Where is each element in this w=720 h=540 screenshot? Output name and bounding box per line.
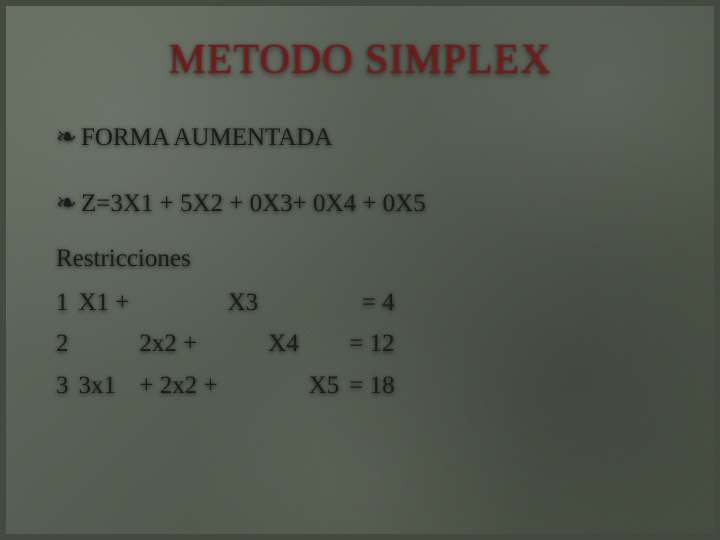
constraint-cell-x2 bbox=[139, 282, 227, 324]
slide-title: METODO SIMPLEX bbox=[56, 36, 664, 84]
constraint-cell-x3: X3 bbox=[228, 282, 269, 324]
subtitle-text: FORMA AUMENTADA bbox=[81, 124, 333, 151]
constraints-heading: Restricciones bbox=[56, 240, 664, 278]
objective-line: ❧Z=3X1 + 5X2 + 0X3+ 0X4 + 0X5 bbox=[56, 185, 664, 223]
slide-container: METODO SIMPLEX ❧FORMA AUMENTADA ❧Z=3X1 +… bbox=[0, 0, 720, 540]
constraint-cell-x2: + 2x2 + bbox=[139, 365, 227, 407]
constraint-cell-x3 bbox=[228, 365, 269, 407]
constraint-cell-x4 bbox=[268, 282, 309, 324]
constraint-cell-x5: X5 bbox=[309, 365, 350, 407]
constraint-cell-eq: = 12 bbox=[349, 323, 394, 365]
constraint-cell-num: 3 bbox=[56, 365, 79, 407]
constraint-cell-x3 bbox=[228, 323, 269, 365]
constraint-cell-x5 bbox=[309, 323, 350, 365]
constraint-cell-x4 bbox=[268, 365, 309, 407]
objective-text: Z=3X1 + 5X2 + 0X3+ 0X4 + 0X5 bbox=[81, 190, 426, 217]
constraint-cell-num: 2 bbox=[56, 323, 79, 365]
constraint-cell-x5 bbox=[309, 282, 350, 324]
constraint-cell-num: 1 bbox=[56, 282, 79, 324]
bullet-icon: ❧ bbox=[56, 124, 77, 151]
constraint-row: 2 2x2 + X4 = 12 bbox=[56, 323, 395, 365]
subtitle-line: ❧FORMA AUMENTADA bbox=[56, 119, 664, 157]
constraint-cell-x1: X1 + bbox=[79, 282, 140, 324]
constraint-row: 1X1 + X3 = 4 bbox=[56, 282, 395, 324]
constraints-table: 1X1 + X3 = 4 2 2x2 + X4 = 12 33x1+ 2x2 + X5= 18 bbox=[56, 282, 395, 407]
slide-content: ❧FORMA AUMENTADA ❧Z=3X1 + 5X2 + 0X3+ 0X4… bbox=[56, 119, 664, 406]
constraint-cell-x1 bbox=[79, 323, 140, 365]
constraint-row: 33x1+ 2x2 + X5= 18 bbox=[56, 365, 395, 407]
constraint-cell-eq: = 18 bbox=[349, 365, 394, 407]
constraint-cell-eq: = 4 bbox=[349, 282, 394, 324]
constraint-cell-x4: X4 bbox=[268, 323, 309, 365]
constraint-cell-x2: 2x2 + bbox=[139, 323, 227, 365]
constraint-cell-x1: 3x1 bbox=[79, 365, 140, 407]
bullet-icon: ❧ bbox=[56, 190, 77, 217]
